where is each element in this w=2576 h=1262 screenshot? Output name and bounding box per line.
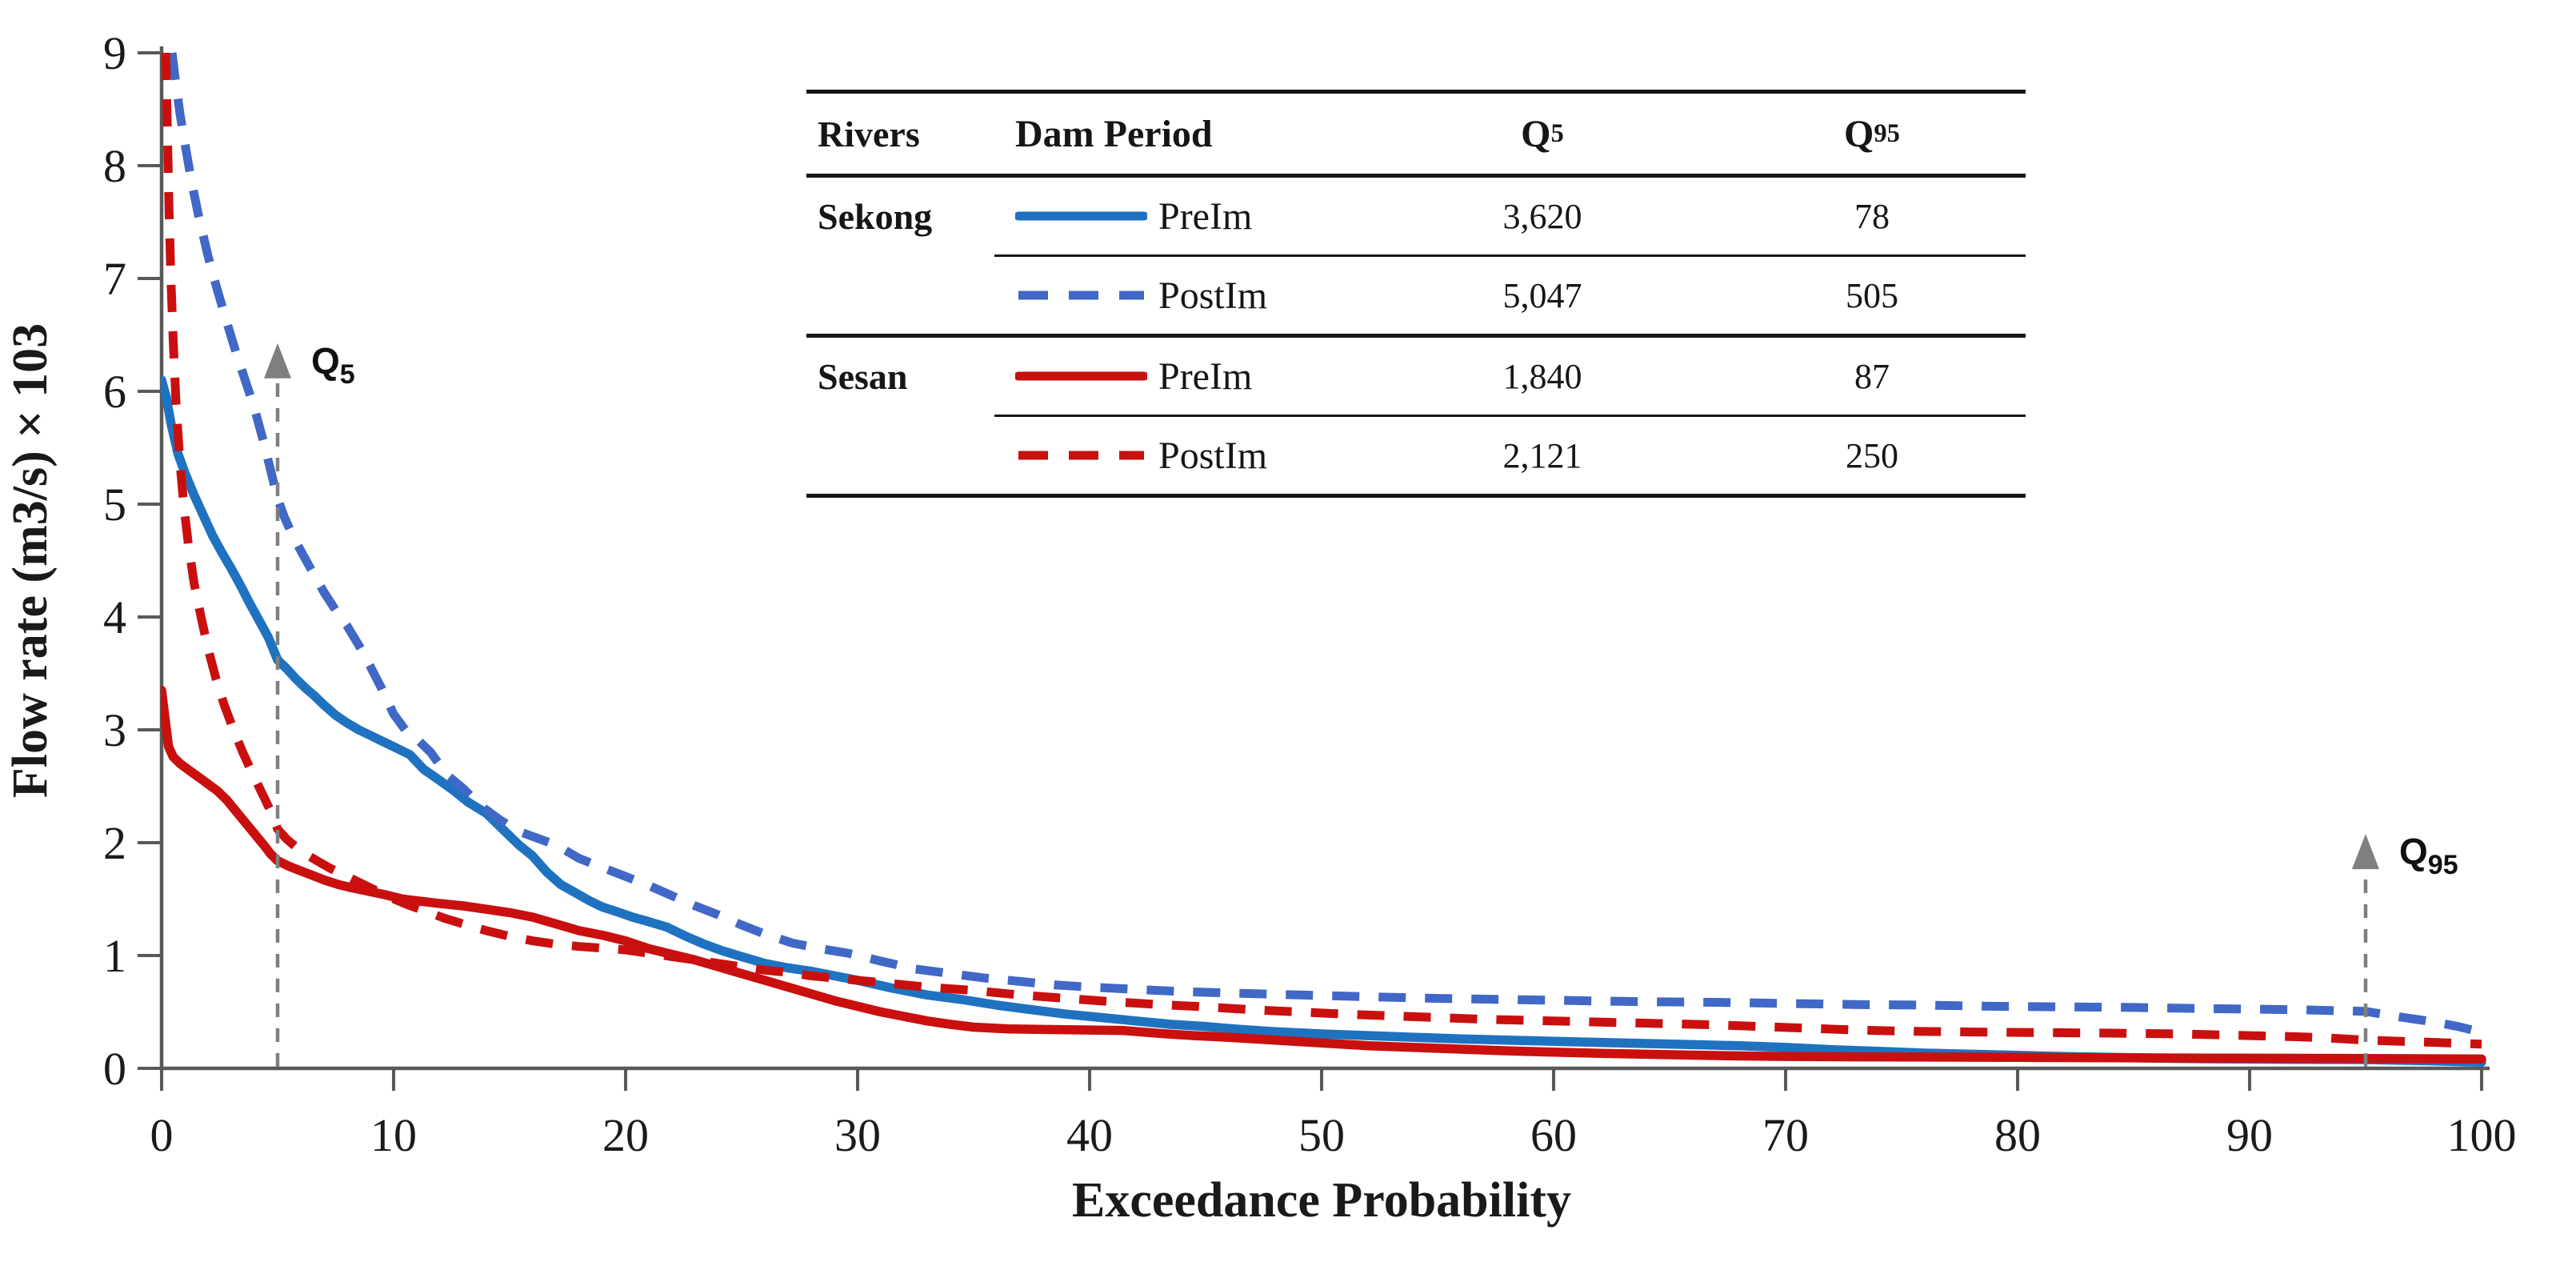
y-axis-title: Flow rate (m3/s) × 103 <box>3 323 58 798</box>
x-tick-label: 80 <box>1994 1109 2041 1161</box>
legend-row-Sekong-preim: Sekong PreIm 3,620 78 <box>806 178 2026 257</box>
legend-table: Rivers Dam Period Q 5 Q 95 Sekong PreIm 3,620 78 P… <box>806 90 2026 498</box>
legend-header-row: Rivers Dam Period Q 5 Q 95 <box>806 94 2026 178</box>
period-label: PostIm <box>1158 434 1268 477</box>
q-marker-arrowhead <box>2352 834 2379 870</box>
line-swatch-solid <box>1015 371 1147 381</box>
curve-sesan-postim <box>161 52 2482 1049</box>
period-label: PreIm <box>1158 355 1253 398</box>
y-tick-label: 2 <box>103 817 126 869</box>
x-tick-label: 20 <box>602 1109 649 1161</box>
q-marker-label: Q95 <box>2399 831 2458 880</box>
header-q95: Q 95 <box>1844 112 1900 155</box>
x-tick-label: 10 <box>370 1109 417 1161</box>
x-tick-label: 50 <box>1298 1109 1345 1161</box>
legend-row-cont-postim: PostIm 2,121 250 <box>806 417 2026 494</box>
cell-q5: 5,047 <box>1502 275 1582 315</box>
x-tick-label: 70 <box>1762 1109 1809 1161</box>
period-label: PostIm <box>1158 274 1268 317</box>
y-tick-label: 1 <box>103 930 126 982</box>
x-tick-label: 100 <box>2447 1109 2517 1161</box>
y-tick-label: 9 <box>103 27 126 79</box>
cell-river <box>806 417 994 494</box>
x-tick-label: 40 <box>1066 1109 1113 1161</box>
y-tick-label: 0 <box>103 1043 126 1095</box>
y-tick-label: 4 <box>103 591 126 643</box>
cell-q95: 87 <box>1718 338 2026 417</box>
header-q5-base: Q <box>1521 112 1551 155</box>
cell-river <box>806 257 994 334</box>
x-tick-label: 60 <box>1530 1109 1577 1161</box>
line-swatch-solid <box>1015 211 1147 221</box>
header-dam-period: Dam Period <box>1015 112 1213 155</box>
cell-q95: 505 <box>1846 275 1898 315</box>
x-tick-label: 30 <box>834 1109 881 1161</box>
line-swatch-dashed <box>1018 290 1144 300</box>
cell-river: Sekong <box>818 195 933 237</box>
cell-river: Sesan <box>818 355 908 397</box>
header-q95-base: Q <box>1844 112 1874 155</box>
cell-q5: 1,840 <box>1366 338 1718 417</box>
cell-q5: 3,620 <box>1366 178 1718 257</box>
x-axis-title: Exceedance Probability <box>1072 1173 1571 1228</box>
cell-q95: 78 <box>1718 178 2026 257</box>
q-marker-label: Q5 <box>311 340 355 390</box>
legend-row-cont-postim: PostIm 5,047 505 <box>806 257 2026 338</box>
y-tick-label: 6 <box>103 366 126 418</box>
cell-dam-period: PostIm <box>994 257 1366 334</box>
y-tick-label: 3 <box>103 704 126 756</box>
cell-q95: 250 <box>1846 435 1898 475</box>
period-label: PreIm <box>1158 194 1253 238</box>
legend-row-Sesan-preim: Sesan PreIm 1,840 87 <box>806 338 2026 417</box>
cell-dam-period: PreIm <box>994 178 1366 257</box>
x-tick-label: 0 <box>150 1109 174 1161</box>
x-tick-label: 90 <box>2226 1109 2273 1161</box>
cell-q5: 2,121 <box>1502 435 1582 475</box>
curve-sekong-postim <box>167 52 2483 1037</box>
header-rivers: Rivers <box>818 113 920 154</box>
cell-dam-period: PostIm <box>994 417 1366 494</box>
q-marker-arrowhead <box>264 343 291 379</box>
y-tick-label: 5 <box>103 479 126 531</box>
y-tick-label: 8 <box>103 140 126 192</box>
y-tick-label: 7 <box>103 253 126 305</box>
curve-sekong-preim <box>161 375 2486 1067</box>
line-swatch-dashed <box>1018 451 1144 460</box>
cell-dam-period: PreIm <box>994 338 1366 417</box>
